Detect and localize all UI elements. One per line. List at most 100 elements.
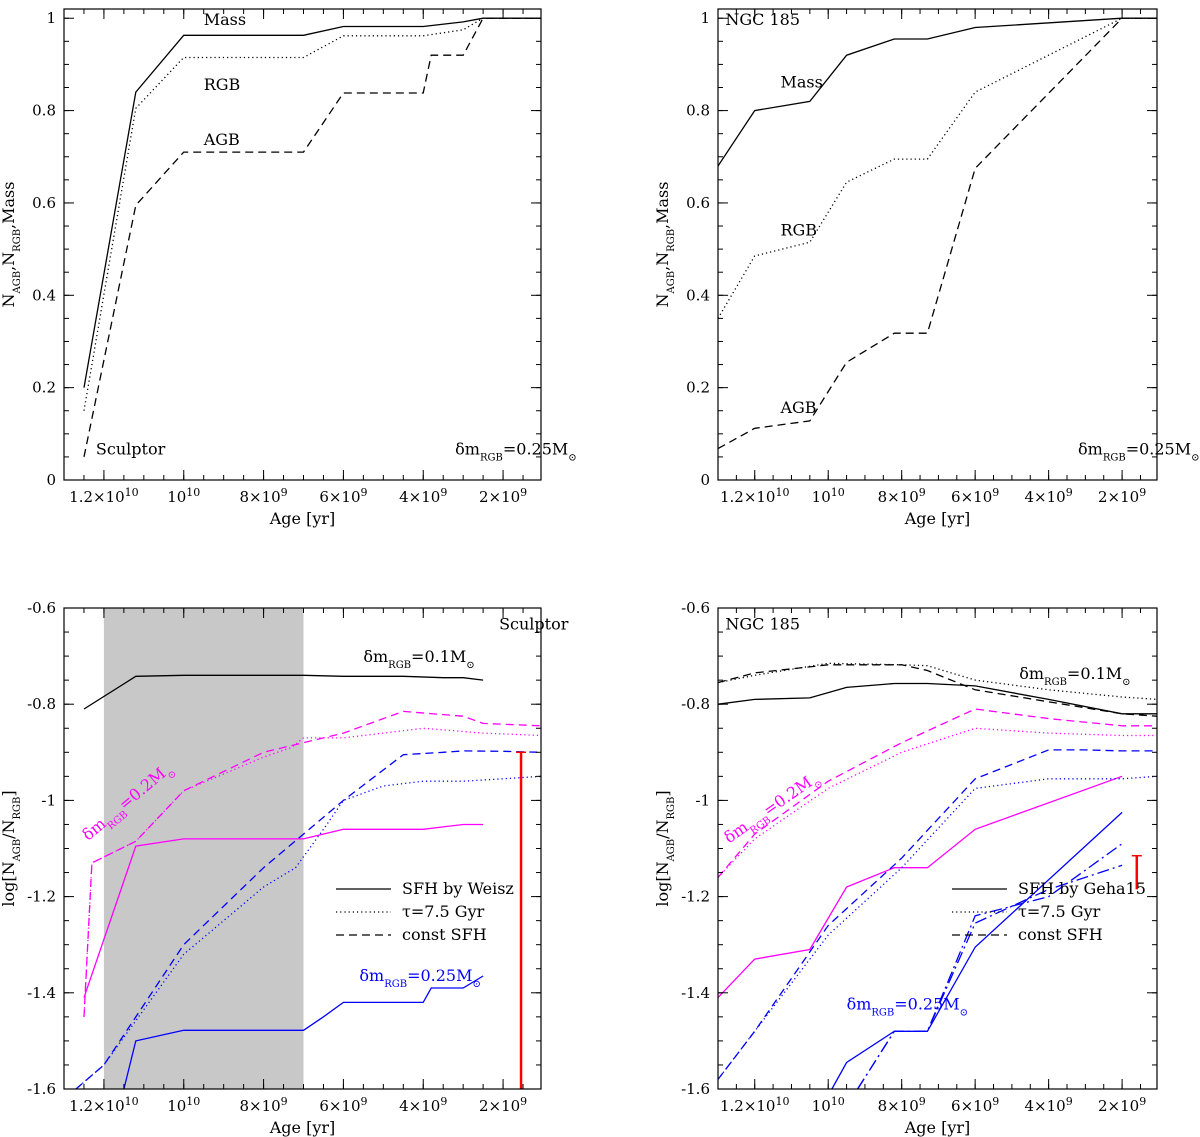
y-tick-label: -1.4 <box>27 984 56 1002</box>
annotation: NGC 185 <box>725 10 800 29</box>
shaded-region <box>103 608 304 1089</box>
x-axis-label: Age [yr] <box>269 509 336 528</box>
x-tick-label: 2×109 <box>479 486 527 507</box>
x-tick-label: 8×109 <box>239 1095 287 1116</box>
x-tick-label: 4×109 <box>399 1095 447 1116</box>
y-tick-label: 0.2 <box>686 379 710 397</box>
legend-label: const SFH <box>402 925 487 944</box>
y-axis-label: log[NAGB/NRGB] <box>653 790 677 906</box>
series-line <box>718 727 1157 878</box>
y-tick-label: -1.4 <box>681 984 710 1002</box>
y-tick-label: 0.4 <box>32 286 56 304</box>
series-line <box>123 975 484 1089</box>
y-tick-label: -1.2 <box>681 888 710 906</box>
series-line <box>718 17 1157 319</box>
x-tick-label: 1010 <box>812 486 845 507</box>
series-label: AGB <box>203 130 240 149</box>
y-axis-label: NAGB,NRGB,Mass <box>0 182 23 308</box>
x-tick-label: 6×109 <box>319 486 367 507</box>
panel-p1: Mass RGB AGB 1.2×1010 1010 8×109 6×109 4×109 2×1… <box>0 8 577 528</box>
series-line <box>718 775 1123 999</box>
series-line <box>75 750 541 1089</box>
annotation: δmRGB=0.2M⊙ <box>720 768 825 851</box>
x-tick-label: 8×109 <box>878 486 926 507</box>
y-tick-label: -1.2 <box>27 888 56 906</box>
series-label: Mass <box>780 73 822 92</box>
x-tick-label: 2×109 <box>1098 1095 1146 1116</box>
annotation: Sculptor <box>499 615 569 634</box>
y-tick-label: 0.8 <box>32 102 56 120</box>
series-line <box>83 823 484 998</box>
legend: SFH by Geha15 τ=7.5 Gyr const SFH <box>952 879 1146 944</box>
y-tick-label: -0.6 <box>681 599 710 617</box>
annotation: δmRGB=0.25M⊙ <box>455 440 577 464</box>
series-line <box>83 674 484 710</box>
series-line <box>83 17 541 458</box>
series-line <box>831 811 1123 1089</box>
panel-p2: Mass RGB AGB 1.2×1010 1010 8×109 6×109 4×109 2×1… <box>653 8 1200 528</box>
series-line <box>83 17 541 411</box>
y-axis-label: NAGB,NRGB,Mass <box>653 182 677 308</box>
series-label: RGB <box>204 75 241 94</box>
y-tick-label: 1 <box>700 9 710 27</box>
y-tick-label: 0.4 <box>686 286 710 304</box>
series-line <box>718 749 1157 1080</box>
legend-label: const SFH <box>1018 925 1103 944</box>
series-label: AGB <box>779 398 816 417</box>
y-tick-label: 0 <box>700 471 710 489</box>
series-line <box>718 775 1157 1080</box>
legend-label: τ=7.5 Gyr <box>402 902 485 921</box>
series-line <box>718 17 1157 450</box>
x-tick-label: 1.2×1010 <box>69 1095 139 1116</box>
y-tick-label: 0.2 <box>32 379 56 397</box>
series-line <box>83 17 541 388</box>
x-tick-label: 6×109 <box>951 1095 999 1116</box>
series-line <box>718 682 1157 715</box>
legend-label: SFH by Weisz <box>402 879 514 898</box>
legend: SFH by Weisz τ=7.5 Gyr const SFH <box>336 879 514 944</box>
series-line <box>83 710 541 1017</box>
panel-p4: 1.2×1010 1010 8×109 6×109 4×109 2×109 -1.6 -1.4… <box>653 599 1158 1137</box>
x-tick-label: 1.2×1010 <box>720 486 790 507</box>
y-tick-label: -0.6 <box>27 599 56 617</box>
annotation: Sculptor <box>96 440 166 459</box>
y-tick-label: 0.6 <box>32 194 56 212</box>
axes-frame <box>717 8 1158 481</box>
annotation: δmRGB=0.25M⊙ <box>1078 440 1200 464</box>
x-tick-label: 1.2×1010 <box>69 486 139 507</box>
y-tick-label: 1 <box>46 9 56 27</box>
x-tick-label: 1010 <box>812 1095 845 1116</box>
y-tick-label: -0.8 <box>27 695 56 713</box>
series-line <box>718 664 1157 717</box>
y-axis-label: log[NAGB/NRGB] <box>0 790 23 906</box>
annotation: δmRGB=0.25M⊙ <box>359 966 481 990</box>
legend-label: τ=7.5 Gyr <box>1018 902 1101 921</box>
series-line <box>718 662 1157 701</box>
x-tick-label: 6×109 <box>951 486 999 507</box>
series-line <box>718 17 1157 167</box>
y-tick-label: -0.8 <box>681 695 710 713</box>
x-tick-label: 6×109 <box>319 1095 367 1116</box>
panel-p3: 1.2×1010 1010 8×109 6×109 4×109 2×109 -1.6 -1.4… <box>0 599 569 1137</box>
y-tick-label: -1.6 <box>27 1080 56 1098</box>
annotation: δmRGB=0.1M⊙ <box>1019 664 1130 688</box>
x-tick-label: 4×109 <box>1025 486 1073 507</box>
annotation: δmRGB=0.1M⊙ <box>363 647 474 671</box>
x-tick-label: 1010 <box>167 1095 200 1116</box>
series-line <box>718 708 1157 878</box>
y-tick-label: -1 <box>41 791 56 809</box>
x-tick-label: 2×109 <box>1098 486 1146 507</box>
annotation: NGC 185 <box>725 615 800 634</box>
y-tick-label: 0.6 <box>686 194 710 212</box>
y-tick-label: 0.8 <box>686 102 710 120</box>
y-tick-label: 0 <box>46 471 56 489</box>
series-line <box>857 843 1123 1089</box>
y-tick-label: -1 <box>695 791 710 809</box>
x-tick-label: 4×109 <box>1025 1095 1073 1116</box>
x-tick-label: 8×109 <box>239 486 287 507</box>
y-tick-label: -1.6 <box>681 1080 710 1098</box>
x-tick-label: 4×109 <box>399 486 447 507</box>
annotation: δmRGB=0.25M⊙ <box>847 995 969 1019</box>
axes-frame <box>63 8 542 481</box>
